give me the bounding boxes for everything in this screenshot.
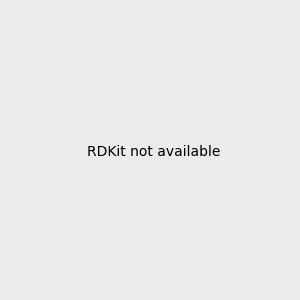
- Text: RDKit not available: RDKit not available: [87, 145, 220, 158]
